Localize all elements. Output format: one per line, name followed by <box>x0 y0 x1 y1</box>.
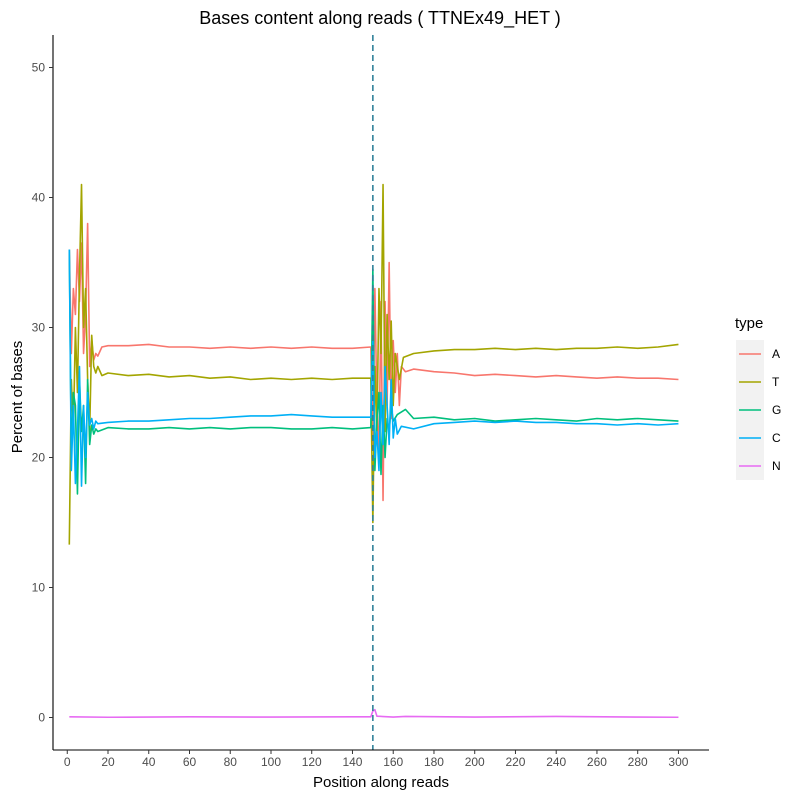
legend-title: type <box>735 315 763 332</box>
x-tick-label: 140 <box>342 755 362 769</box>
legend-label-A: A <box>772 347 780 361</box>
x-tick-label: 300 <box>668 755 688 769</box>
y-tick-label: 0 <box>38 711 45 725</box>
legend-label-N: N <box>772 459 781 473</box>
legend-label-G: G <box>772 403 781 417</box>
y-tick-label: 40 <box>32 191 46 205</box>
chart-title: Bases content along reads ( TTNEx49_HET … <box>199 8 561 29</box>
y-axis-label: Percent of bases <box>9 341 26 454</box>
y-tick-label: 20 <box>32 451 46 465</box>
x-tick-label: 0 <box>64 755 71 769</box>
series-line-G <box>68 249 679 495</box>
x-tick-label: 200 <box>465 755 485 769</box>
x-axis-label: Position along reads <box>313 774 449 791</box>
y-axis-ticks: 0 10 20 30 40 50 <box>32 61 53 725</box>
series-line-C <box>68 249 679 487</box>
x-tick-label: 20 <box>101 755 115 769</box>
x-tick-label: 220 <box>505 755 525 769</box>
x-tick-label: 260 <box>587 755 607 769</box>
x-tick-label: 160 <box>383 755 403 769</box>
x-tick-label: 240 <box>546 755 566 769</box>
series-line-N <box>69 708 679 719</box>
plot-area <box>68 35 679 750</box>
y-tick-label: 50 <box>32 61 46 75</box>
x-tick-label: 60 <box>183 755 197 769</box>
x-tick-label: 180 <box>424 755 444 769</box>
y-tick-label: 30 <box>32 321 46 335</box>
x-tick-label: 120 <box>302 755 322 769</box>
y-tick-label: 10 <box>32 581 46 595</box>
x-axis-ticks: 0 20 40 60 80 100 120 140 160 180 200 220 240 260 280 3… <box>64 750 689 769</box>
legend-label-C: C <box>772 431 781 445</box>
x-tick-label: 280 <box>628 755 648 769</box>
x-tick-label: 100 <box>261 755 281 769</box>
x-tick-label: 80 <box>224 755 238 769</box>
legend-label-T: T <box>772 375 780 389</box>
x-tick-label: 40 <box>142 755 156 769</box>
